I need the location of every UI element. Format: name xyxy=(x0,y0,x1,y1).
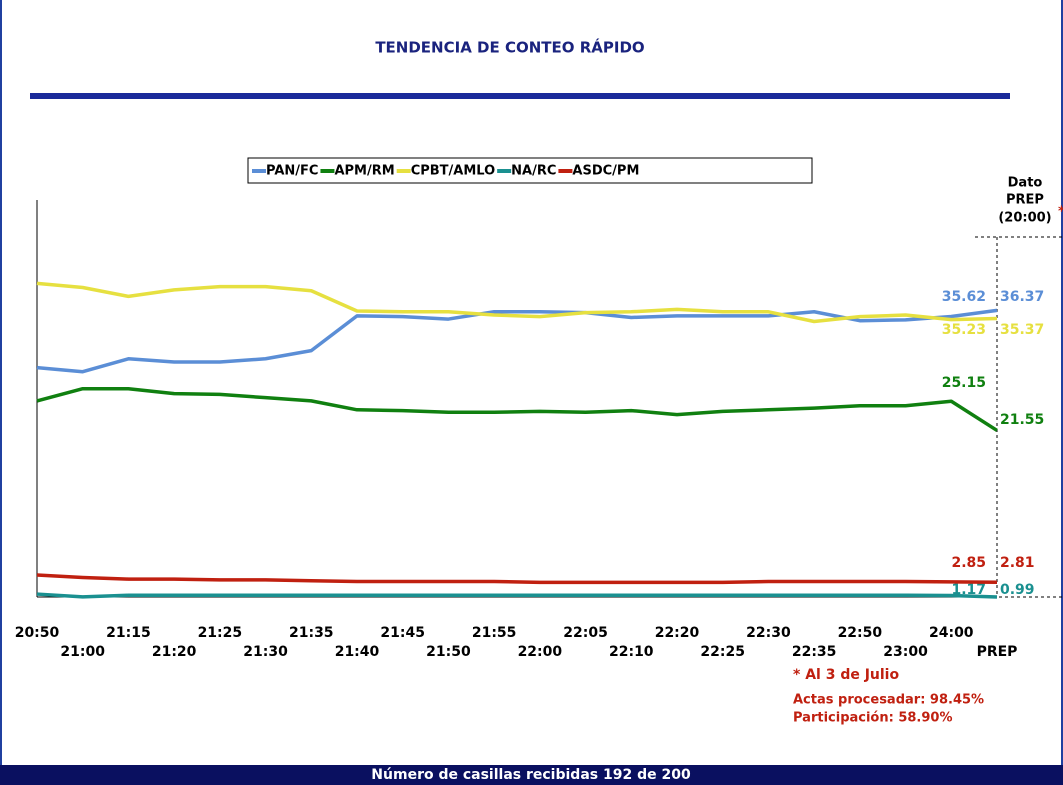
x-tick-label: 22:20 xyxy=(655,625,700,641)
annotation: Participación: 58.90% xyxy=(793,711,953,726)
x-tick-label: 21:35 xyxy=(289,625,334,641)
x-tick-label: 24:00 xyxy=(929,625,974,641)
data-label: 0.99 xyxy=(1000,582,1035,598)
legend-label: ASDC/PM xyxy=(572,164,639,179)
x-tick-label: 21:45 xyxy=(380,625,425,641)
annotation: Actas procesadar: 98.45% xyxy=(793,693,984,708)
x-tick-label: 23:00 xyxy=(883,644,928,660)
x-tick-label: 22:50 xyxy=(838,625,883,641)
legend xyxy=(247,157,813,184)
series-line xyxy=(36,386,998,432)
x-tick-label: 21:15 xyxy=(106,625,151,641)
data-label: 35.62 xyxy=(942,289,986,305)
footer: Número de casillas recibidas 192 de 200 xyxy=(371,767,691,783)
x-tick-label: 21:00 xyxy=(60,644,105,660)
prep-header: PREP xyxy=(1006,193,1044,208)
data-label: 36.37 xyxy=(1000,289,1044,305)
chart-title: TENDENCIA DE CONTEO RÁPIDO xyxy=(375,38,644,57)
title-rule xyxy=(30,93,1010,99)
x-tick-label: 21:30 xyxy=(243,644,288,660)
x-tick-label: 21:25 xyxy=(198,625,243,641)
data-label: 35.23 xyxy=(942,322,986,338)
x-tick-label: 22:35 xyxy=(792,644,837,660)
series-line xyxy=(36,592,998,599)
data-label: 2.85 xyxy=(951,555,986,571)
x-tick-label: 21:55 xyxy=(472,625,517,641)
prep-header: Dato xyxy=(1008,176,1043,191)
series-line xyxy=(36,281,998,324)
prep-marker: * xyxy=(1058,205,1063,220)
legend-label: NA/RC xyxy=(511,164,556,179)
legend-label: PAN/FC xyxy=(266,164,318,179)
x-tick-label: 22:00 xyxy=(518,644,563,660)
x-tick-label: 22:05 xyxy=(563,625,608,641)
series-line xyxy=(36,308,998,374)
x-tick-label: 21:20 xyxy=(152,644,197,660)
x-tick-label: 21:40 xyxy=(335,644,380,660)
x-tick-label: 20:50 xyxy=(15,625,60,641)
footer-bar xyxy=(0,765,1063,785)
data-label: 21.55 xyxy=(1000,412,1044,428)
annotation: * Al 3 de Julio xyxy=(793,667,899,683)
data-label: 1.17 xyxy=(951,582,986,598)
prep-header: (20:00) xyxy=(998,211,1051,226)
x-tick-label: PREP xyxy=(977,644,1018,660)
data-label: 2.81 xyxy=(1000,555,1035,571)
x-tick-label: 22:30 xyxy=(746,625,791,641)
series-line xyxy=(36,573,998,585)
legend-label: CPBT/AMLO xyxy=(411,164,495,179)
data-label: 25.15 xyxy=(942,375,986,391)
legend-label: APM/RM xyxy=(334,164,394,179)
x-tick-label: 21:50 xyxy=(426,644,471,660)
x-tick-label: 22:25 xyxy=(700,644,745,660)
data-label: 35.37 xyxy=(1000,322,1044,338)
x-tick-label: 22:10 xyxy=(609,644,654,660)
